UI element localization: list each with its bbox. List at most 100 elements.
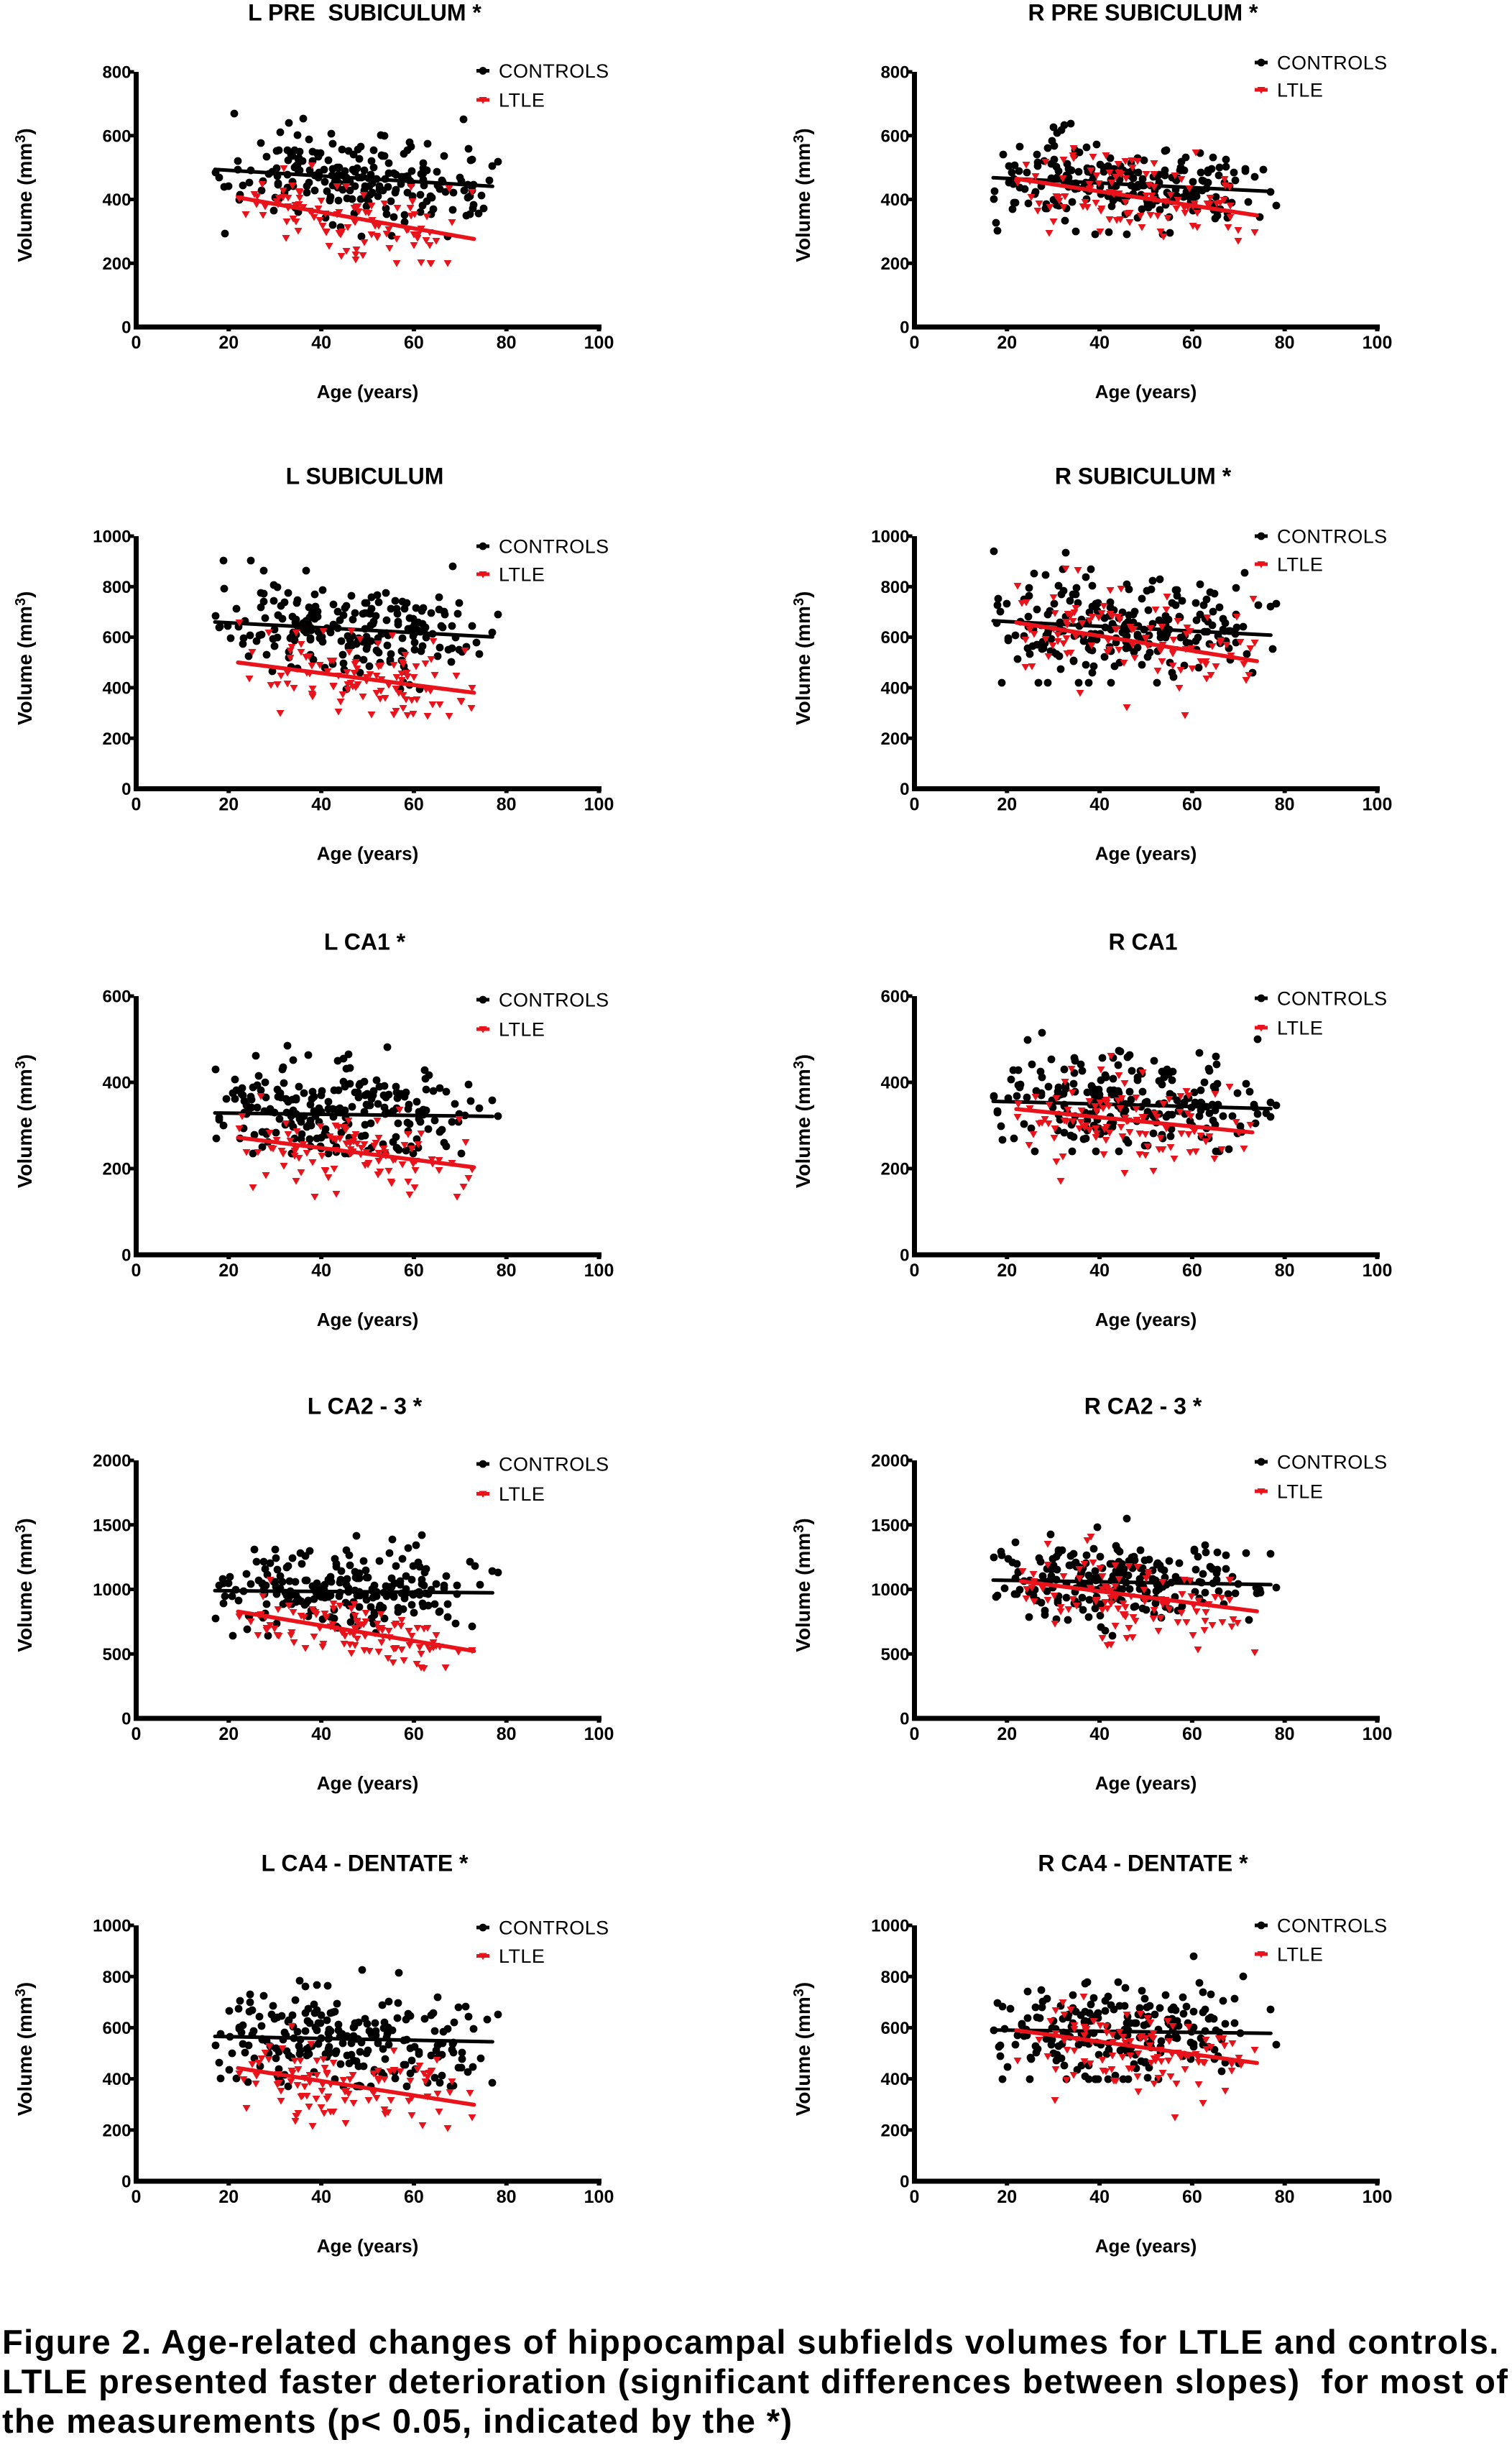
svg-text:1500: 1500	[871, 1516, 909, 1535]
svg-text:CONTROLS: CONTROLS	[499, 60, 609, 82]
svg-text:400: 400	[102, 1074, 131, 1093]
svg-text:100: 100	[1363, 795, 1393, 815]
svg-text:1000: 1000	[93, 1580, 131, 1600]
svg-text:1000: 1000	[871, 528, 909, 547]
svg-text:40: 40	[1089, 2187, 1110, 2207]
svg-text:800: 800	[880, 1968, 909, 1987]
svg-text:LTLE: LTLE	[1277, 1944, 1323, 1966]
svg-text:CONTROLS: CONTROLS	[499, 536, 609, 558]
svg-text:60: 60	[404, 1724, 424, 1744]
svg-text:CONTROLS: CONTROLS	[1277, 1452, 1388, 1473]
svg-text:R CA4 - DENTATE *: R CA4 - DENTATE *	[1038, 1851, 1248, 1876]
svg-text:80: 80	[497, 795, 517, 815]
svg-text:80: 80	[1275, 1724, 1295, 1744]
svg-text:CONTROLS: CONTROLS	[1277, 1915, 1388, 1937]
svg-text:0: 0	[910, 1724, 920, 1744]
svg-text:R PRE SUBICULUM *: R PRE SUBICULUM *	[1028, 0, 1258, 26]
svg-text:R SUBICULUM *: R SUBICULUM *	[1055, 464, 1232, 489]
svg-text:1500: 1500	[93, 1516, 131, 1535]
svg-text:100: 100	[584, 333, 614, 353]
svg-text:Volume (mm3): Volume (mm3)	[13, 591, 36, 725]
svg-text:400: 400	[880, 1074, 909, 1093]
svg-text:0: 0	[910, 333, 920, 353]
svg-text:Age (years): Age (years)	[1095, 843, 1197, 865]
svg-text:500: 500	[880, 1645, 909, 1664]
svg-text:1000: 1000	[871, 1580, 909, 1600]
svg-text:20: 20	[997, 1724, 1017, 1744]
svg-text:20: 20	[997, 795, 1017, 815]
svg-text:800: 800	[102, 1968, 131, 1987]
svg-text:400: 400	[102, 190, 131, 210]
svg-text:60: 60	[404, 795, 424, 815]
svg-text:400: 400	[102, 679, 131, 699]
svg-text:100: 100	[584, 795, 614, 815]
svg-text:200: 200	[102, 254, 131, 274]
svg-text:Volume (mm3): Volume (mm3)	[13, 1982, 36, 2116]
svg-text:60: 60	[1182, 1261, 1202, 1281]
svg-text:40: 40	[1089, 795, 1110, 815]
svg-text:400: 400	[880, 2070, 909, 2089]
svg-text:60: 60	[1182, 2187, 1202, 2207]
svg-text:CONTROLS: CONTROLS	[499, 1454, 609, 1475]
svg-text:Volume (mm3): Volume (mm3)	[791, 128, 814, 262]
svg-text:200: 200	[102, 729, 131, 749]
svg-text:100: 100	[584, 2187, 614, 2207]
svg-text:2000: 2000	[93, 1452, 131, 1471]
svg-text:LTLE: LTLE	[499, 564, 545, 586]
svg-text:0: 0	[121, 1710, 131, 1729]
svg-text:80: 80	[497, 1261, 517, 1281]
svg-text:L CA4 - DENTATE *: L CA4 - DENTATE *	[261, 1851, 469, 1876]
svg-text:100: 100	[1363, 333, 1393, 353]
svg-text:0: 0	[132, 1261, 142, 1281]
svg-text:L CA1 *: L CA1 *	[324, 929, 406, 955]
svg-text:80: 80	[497, 1724, 517, 1744]
svg-text:0: 0	[121, 1246, 131, 1266]
svg-text:Volume (mm3): Volume (mm3)	[791, 1054, 814, 1188]
svg-text:40: 40	[311, 1724, 331, 1744]
svg-text:800: 800	[880, 578, 909, 597]
svg-text:40: 40	[311, 795, 331, 815]
svg-text:80: 80	[1275, 2187, 1295, 2207]
svg-text:Age (years): Age (years)	[317, 1772, 419, 1794]
svg-text:600: 600	[102, 987, 131, 1007]
svg-text:the measurements (p< 0.05, ind: the measurements (p< 0.05, indicated by …	[2, 2402, 793, 2440]
svg-text:Volume (mm3): Volume (mm3)	[13, 128, 36, 262]
svg-text:1000: 1000	[93, 528, 131, 547]
svg-text:100: 100	[584, 1261, 614, 1281]
svg-text:80: 80	[497, 2187, 517, 2207]
svg-text:80: 80	[1275, 333, 1295, 353]
svg-text:20: 20	[218, 1724, 239, 1744]
svg-text:80: 80	[1275, 1261, 1295, 1281]
svg-text:Age (years): Age (years)	[317, 1309, 419, 1330]
svg-text:0: 0	[900, 780, 909, 799]
svg-text:20: 20	[218, 333, 239, 353]
svg-text:0: 0	[910, 795, 920, 815]
svg-text:600: 600	[102, 2019, 131, 2038]
svg-text:LTLE: LTLE	[1277, 1481, 1323, 1503]
svg-text:R CA1: R CA1	[1108, 929, 1177, 955]
svg-text:500: 500	[102, 1645, 131, 1664]
svg-text:0: 0	[910, 2187, 920, 2207]
svg-text:100: 100	[1363, 2187, 1393, 2207]
svg-text:CONTROLS: CONTROLS	[1277, 52, 1388, 74]
svg-text:0: 0	[121, 318, 131, 338]
svg-text:LTLE: LTLE	[1277, 554, 1323, 576]
svg-text:CONTROLS: CONTROLS	[1277, 526, 1388, 548]
svg-text:40: 40	[311, 2187, 331, 2207]
svg-text:600: 600	[102, 126, 131, 146]
svg-text:400: 400	[880, 679, 909, 699]
svg-text:CONTROLS: CONTROLS	[499, 990, 609, 1011]
svg-text:600: 600	[880, 987, 909, 1007]
svg-text:LTLE: LTLE	[499, 90, 545, 111]
svg-text:1000: 1000	[93, 1917, 131, 1936]
svg-text:400: 400	[880, 190, 909, 210]
svg-text:200: 200	[102, 2121, 131, 2140]
svg-text:Age (years): Age (years)	[1095, 381, 1197, 402]
svg-text:40: 40	[1089, 1261, 1110, 1281]
svg-text:Volume (mm3): Volume (mm3)	[13, 1054, 36, 1188]
svg-text:Age (years): Age (years)	[317, 381, 419, 402]
svg-text:L CA2 - 3 *: L CA2 - 3 *	[308, 1394, 423, 1419]
svg-text:80: 80	[1275, 795, 1295, 815]
svg-text:40: 40	[311, 1261, 331, 1281]
svg-text:100: 100	[1363, 1724, 1393, 1744]
